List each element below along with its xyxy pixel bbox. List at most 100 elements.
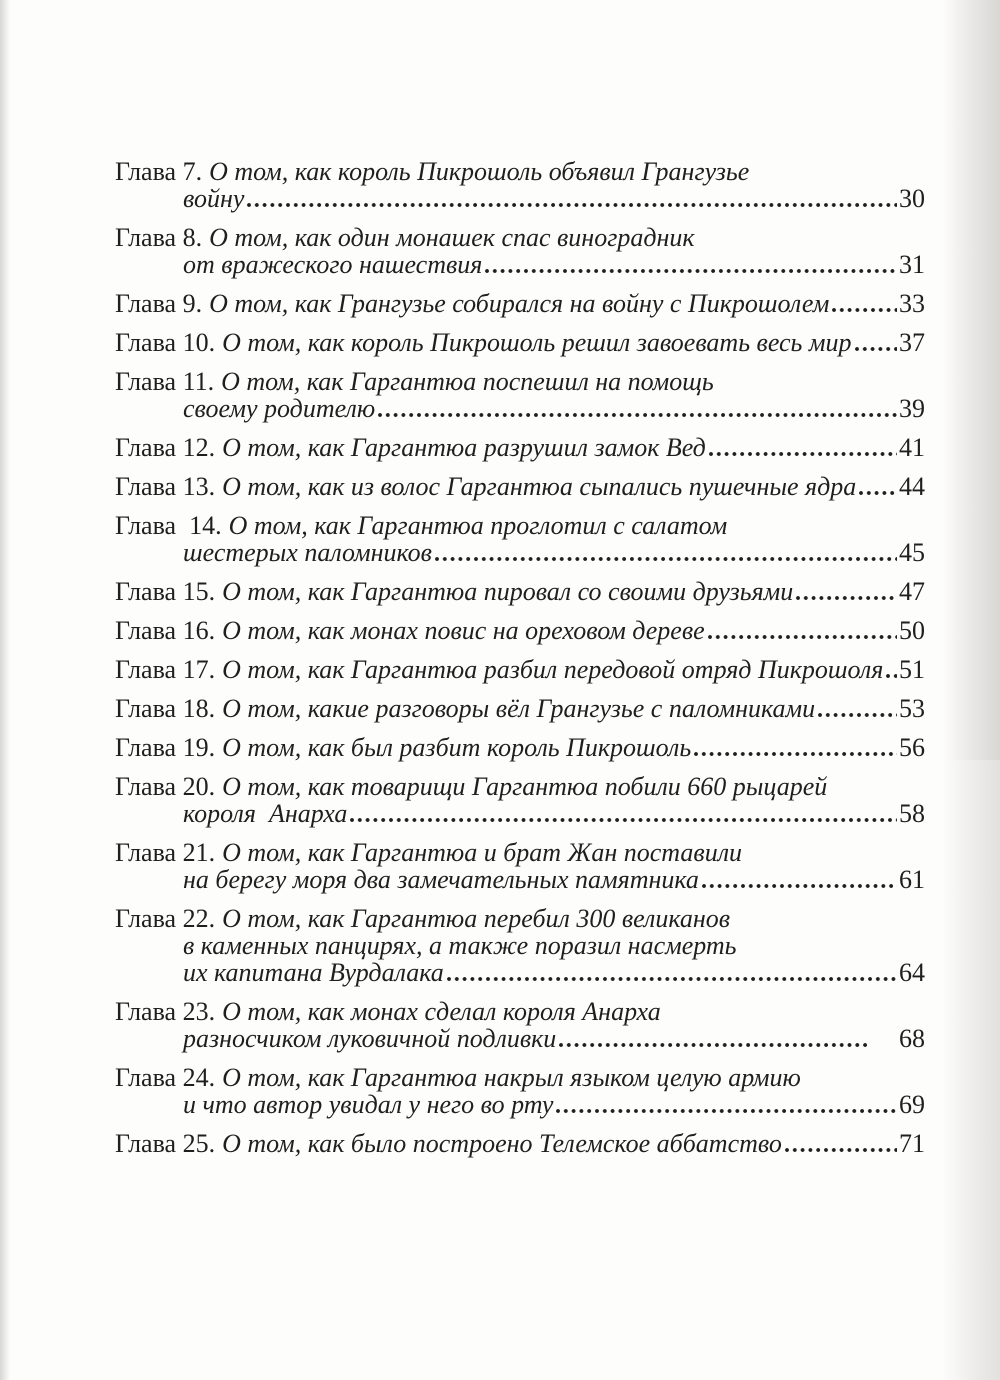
dot-leader [856,473,899,500]
chapter-title-line: своему родителю [183,394,376,423]
toc-line: Глава 15. О том, как Гаргантюа пировал со… [115,578,925,605]
toc-line: Глава 7. О том, как король Пикрошоль объя… [115,158,925,185]
toc-line: шестерых паломников 45 [183,539,925,566]
toc-entry: Глава 10. О том, как король Пикрошоль реш… [115,329,925,356]
toc-line: войну 30 [183,185,925,212]
dot-leader [706,434,899,461]
page-number: 31 [899,250,925,279]
dot-leader [556,1025,869,1052]
dot-leader [699,866,899,893]
page-number: 56 [899,733,925,762]
dot-leader [347,800,899,827]
toc-line: Глава 24. О том, как Гаргантюа накрыл язы… [115,1064,925,1091]
chapter-title-line: О том, как был разбит король Пикрошоль [222,733,692,762]
chapter-title-line: О том, как один монашек спас виноградник [209,223,695,252]
chapter-label: Глава 11. [115,367,215,396]
toc-line: от вражеского нашествия 31 [183,251,925,278]
chapter-label: Глава 20. [115,772,216,801]
toc-line: Глава 20. О том, как товарищи Гаргантюа п… [115,773,925,800]
toc-entry: Глава 20. О том, как товарищи Гаргантюа п… [115,773,925,827]
page-number: 53 [899,694,925,723]
toc-line: Глава 13. О том, как из волос Гаргантюа с… [115,473,925,500]
chapter-label: Глава 10. [115,328,216,357]
chapter-title-line: их капитана Вурдалака [183,958,444,987]
toc-entry: Глава 16. О том, как монах повис на орехо… [115,617,925,644]
dot-leader [375,395,899,422]
page-scan-shadow-right-top [936,0,1000,760]
chapter-title-line: войну [183,184,245,213]
chapter-label: Глава 18. [115,694,216,723]
toc-entry: Глава 21. О том, как Гаргантюа и брат Жан… [115,839,925,893]
dot-leader [782,1130,899,1157]
toc-line: Глава 10. О том, как король Пикрошоль реш… [115,329,925,356]
chapter-label: Глава 8. [115,223,203,252]
chapter-title-line: О том, как король Пикрошоль решил завоев… [222,328,852,357]
page-number: 58 [899,799,925,828]
toc-entry: Глава 18. О том, какие разговоры вёл Гран… [115,695,925,722]
chapter-title-line: О том, как монах сделал короля Анарха [222,997,661,1026]
toc-line: Глава 16. О том, как монах повис на орехо… [115,617,925,644]
page-number: 50 [899,616,925,645]
chapter-title-line: от вражеского нашествия [183,250,483,279]
page-number: 68 [899,1024,925,1053]
toc-line: и что автор увидал у него во рту 69 [183,1091,925,1118]
chapter-title-line: О том, как Гаргантюа проглотил с салатом [228,511,728,540]
page-number: 44 [899,472,925,501]
chapter-title-line: О том, как Гаргантюа разрушил замок Вед [222,433,706,462]
toc-line: их капитана Вурдалака 64 [183,959,925,986]
toc-entry: Глава 13. О том, как из волос Гаргантюа с… [115,473,925,500]
chapter-title-line: разносчиком луковичной подливки [183,1024,557,1053]
chapter-label: Глава 15. [115,577,216,606]
toc-line: разносчиком луковичной подливки 68 [183,1025,925,1052]
dot-leader [815,695,899,722]
chapter-title-line: в каменных панцирях, а также поразил нас… [183,931,737,960]
page-number: 37 [899,328,925,357]
toc-line: Глава 18. О том, какие разговоры вёл Гран… [115,695,925,722]
page-number: 41 [899,433,925,462]
chapter-title-line: О том, как Гаргантюа поспешил на помощь [221,367,714,396]
toc-line: на берегу моря два замечательных памятни… [183,866,925,893]
toc-line: Глава 11. О том, как Гаргантюа поспешил н… [115,368,925,395]
chapter-title-line: О том, как монах повис на ореховом дерев… [222,616,705,645]
chapter-label: Глава 12. [115,433,216,462]
toc-entry: Глава 12. О том, как Гаргантюа разрушил з… [115,434,925,461]
chapter-title-line: и что автор увидал у него во рту [183,1090,554,1119]
toc-line: Глава 22. О том, как Гаргантюа перебил 30… [115,905,925,932]
page-number: 39 [899,394,925,423]
chapter-title-line: О том, как Гаргантюа и брат Жан поставил… [222,838,743,867]
chapter-title-line: О том, как товарищи Гаргантюа побили 660… [222,772,828,801]
chapter-label: Глава 22. [115,904,216,933]
toc-entry: Глава 14. О том, как Гаргантюа проглотил … [115,512,925,566]
chapter-label: Глава 7. [115,157,203,186]
toc-line: Глава 21. О том, как Гаргантюа и брат Жан… [115,839,925,866]
chapter-title-line: О том, какие разговоры вёл Грангузье с п… [222,694,816,723]
toc-line: в каменных панцирях, а также поразил нас… [183,932,925,959]
chapter-label: Глава 23. [115,997,216,1026]
dot-leader [244,185,899,212]
page-number: 47 [899,577,925,606]
toc-line: короля Анарха 58 [183,800,925,827]
toc-entry: Глава 7. О том, как король Пикрошоль объя… [115,158,925,212]
page-scan-shadow-right [942,0,1000,1380]
dot-leader [883,656,899,683]
page-number: 30 [899,184,925,213]
page-number: 33 [899,289,925,318]
toc-line: Глава 8. О том, как один монашек спас вин… [115,224,925,251]
toc-entry: Глава 9. О том, как Грангузье собирался н… [115,290,925,317]
chapter-title-line: на берегу моря два замечательных памятни… [183,865,699,894]
chapter-title-line: О том, как Гаргантюа пировал со своими д… [222,577,794,606]
toc-entry: Глава 11. О том, как Гаргантюа поспешил н… [115,368,925,422]
toc-entry: Глава 19. О том, как был разбит король Пи… [115,734,925,761]
table-of-contents: Глава 7. О том, как король Пикрошоль объя… [115,158,925,1169]
chapter-label: Глава 24. [115,1063,216,1092]
chapter-label: Глава 19. [115,733,216,762]
dot-leader [705,617,899,644]
toc-entry: Глава 25. О том, как было построено Телем… [115,1130,925,1157]
chapter-label: Глава 13. [115,472,216,501]
page-number: 64 [899,958,925,987]
dot-leader [793,578,899,605]
dot-leader [444,959,899,986]
chapter-label: Глава 16. [115,616,216,645]
chapter-title-line: О том, как король Пикрошоль объявил Гран… [209,157,750,186]
